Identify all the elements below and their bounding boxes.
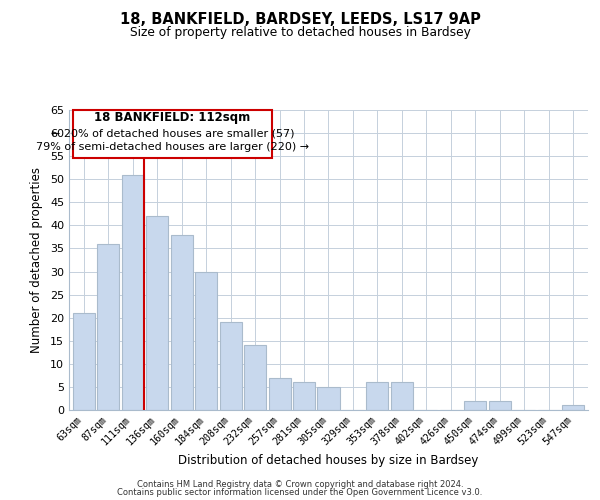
- Bar: [464, 401, 487, 410]
- Bar: [269, 378, 290, 410]
- Text: Contains public sector information licensed under the Open Government Licence v3: Contains public sector information licen…: [118, 488, 482, 497]
- Bar: [97, 244, 119, 410]
- Text: 18, BANKFIELD, BARDSEY, LEEDS, LS17 9AP: 18, BANKFIELD, BARDSEY, LEEDS, LS17 9AP: [119, 12, 481, 28]
- Bar: [220, 322, 242, 410]
- Bar: [367, 382, 388, 410]
- Bar: [317, 387, 340, 410]
- Y-axis label: Number of detached properties: Number of detached properties: [30, 167, 43, 353]
- Text: 18 BANKFIELD: 112sqm: 18 BANKFIELD: 112sqm: [94, 112, 251, 124]
- Bar: [489, 401, 511, 410]
- Bar: [391, 382, 413, 410]
- Text: Contains HM Land Registry data © Crown copyright and database right 2024.: Contains HM Land Registry data © Crown c…: [137, 480, 463, 489]
- Text: ← 20% of detached houses are smaller (57): ← 20% of detached houses are smaller (57…: [50, 128, 294, 138]
- Bar: [244, 346, 266, 410]
- Text: 79% of semi-detached houses are larger (220) →: 79% of semi-detached houses are larger (…: [36, 142, 309, 152]
- Bar: [73, 313, 95, 410]
- Bar: [293, 382, 315, 410]
- Bar: [562, 406, 584, 410]
- Bar: [146, 216, 168, 410]
- Text: Size of property relative to detached houses in Bardsey: Size of property relative to detached ho…: [130, 26, 470, 39]
- Bar: [195, 272, 217, 410]
- Bar: [122, 174, 143, 410]
- Bar: [170, 234, 193, 410]
- FancyBboxPatch shape: [73, 110, 272, 158]
- X-axis label: Distribution of detached houses by size in Bardsey: Distribution of detached houses by size …: [178, 454, 479, 468]
